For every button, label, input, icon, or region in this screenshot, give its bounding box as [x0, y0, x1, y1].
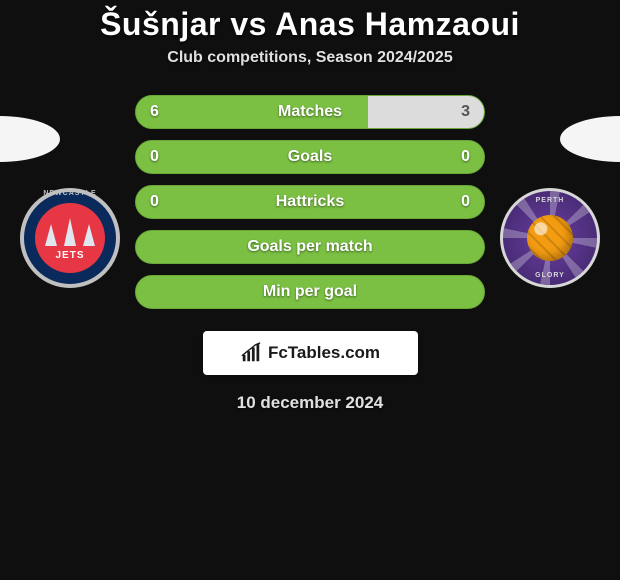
stat-row-goals: 0 Goals 0	[135, 140, 485, 174]
club-left-arc-top: NEWCASTLE	[24, 190, 116, 197]
stat-right-value: 0	[461, 193, 470, 211]
bar-chart-icon	[240, 342, 262, 364]
stat-row-gpm: Goals per match	[135, 230, 485, 264]
stat-label: Matches	[278, 103, 342, 121]
player-left-photo-placeholder	[0, 116, 60, 162]
jets-planes-icon	[45, 216, 95, 246]
stat-label: Goals	[288, 148, 332, 166]
stats-rows: 6 Matches 3 0 Goals 0 0 Hattricks 0 Goal…	[135, 95, 485, 309]
stat-left-value: 0	[150, 148, 159, 166]
brand-text: FcTables.com	[268, 343, 380, 363]
club-right-arc-bottom: GLORY	[503, 272, 597, 279]
brand-badge[interactable]: FcTables.com	[203, 331, 418, 375]
date-label: 10 december 2024	[237, 393, 384, 413]
stat-left-value: 0	[150, 193, 159, 211]
club-badge-left: NEWCASTLE JETS	[20, 188, 120, 288]
page-subtitle: Club competitions, Season 2024/2025	[167, 49, 452, 67]
stat-right-value: 3	[461, 103, 470, 121]
stat-row-mpg: Min per goal	[135, 275, 485, 309]
comparison-card: Šušnjar vs Anas Hamzaoui Club competitio…	[0, 0, 620, 413]
stat-label: Hattricks	[276, 193, 344, 211]
club-left-label: JETS	[55, 250, 84, 261]
stat-label: Min per goal	[263, 283, 357, 301]
club-right-arc-top: PERTH	[503, 197, 597, 204]
stat-label: Goals per match	[247, 238, 372, 256]
club-badge-right: PERTH GLORY	[500, 188, 600, 288]
stat-row-matches: 6 Matches 3	[135, 95, 485, 129]
stat-left-value: 6	[150, 103, 159, 121]
stat-right-value: 0	[461, 148, 470, 166]
glory-ball-icon	[527, 215, 573, 261]
page-title: Šušnjar vs Anas Hamzaoui	[100, 6, 520, 43]
stat-row-hattricks: 0 Hattricks 0	[135, 185, 485, 219]
player-right-photo-placeholder	[560, 116, 620, 162]
